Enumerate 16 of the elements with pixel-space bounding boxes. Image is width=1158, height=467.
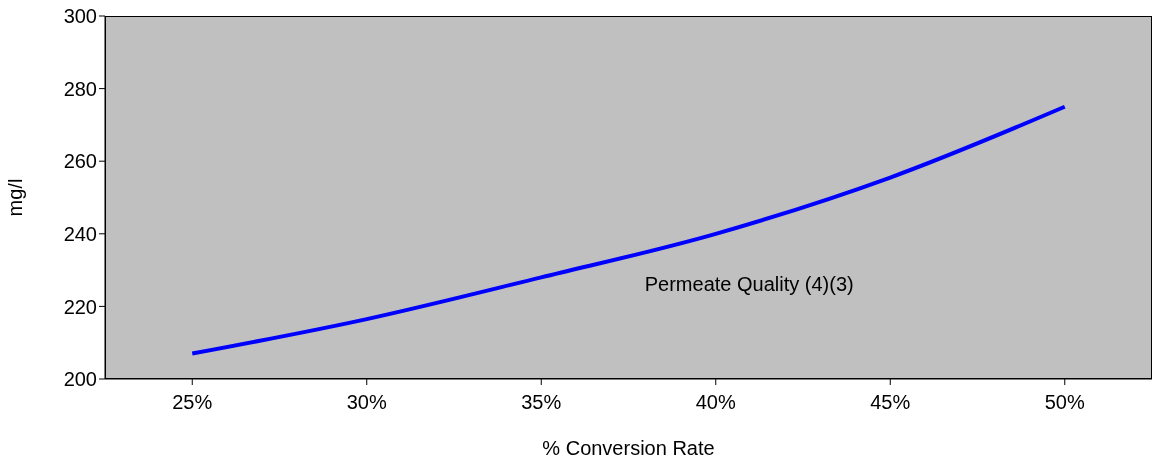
x-tick-label: 25% [172, 391, 213, 414]
y-axis-title: mg/l [4, 178, 27, 217]
y-tick-label: 300 [63, 5, 97, 28]
x-tick-label: 50% [1044, 391, 1085, 414]
x-tick-label: 30% [346, 391, 387, 414]
x-tick-label: 45% [870, 391, 911, 414]
y-tick-label: 240 [63, 222, 97, 245]
x-tick-label: 35% [521, 391, 562, 414]
x-axis-title: % Conversion Rate [542, 437, 715, 459]
series-label: Permeate Quality (4)(3) [644, 272, 854, 295]
y-tick-label: 220 [63, 295, 97, 318]
x-tick-label: 40% [695, 391, 736, 414]
y-tick-label: 200 [63, 368, 97, 391]
y-tick-label: 280 [63, 77, 97, 100]
y-tick-label: 260 [63, 150, 97, 173]
line-series [190, 104, 1067, 356]
